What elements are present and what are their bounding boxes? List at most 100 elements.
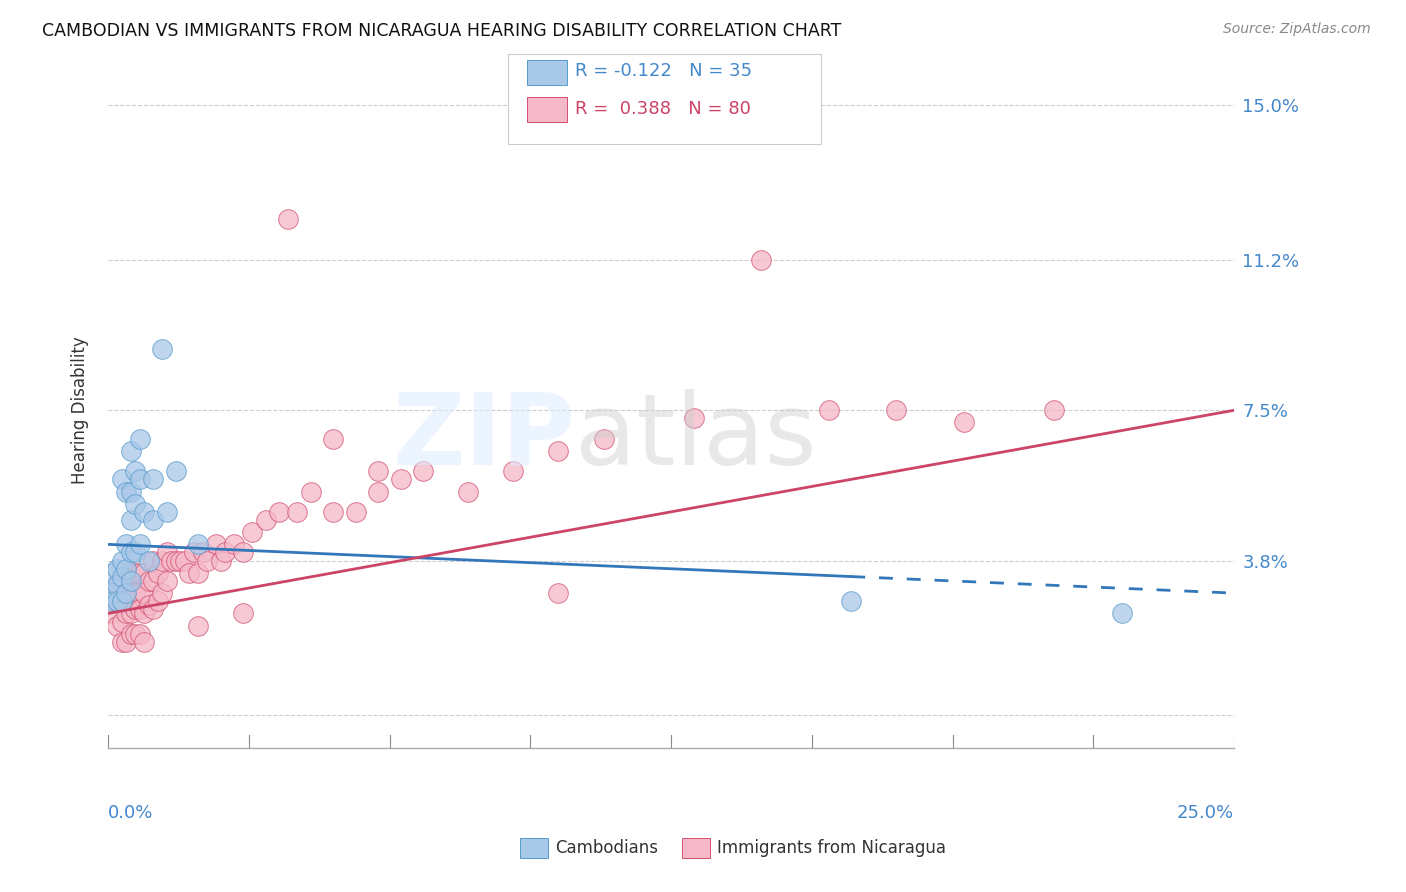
Point bbox=[165, 554, 187, 568]
Point bbox=[120, 484, 142, 499]
Point bbox=[592, 432, 614, 446]
Point bbox=[105, 594, 128, 608]
Point bbox=[817, 403, 839, 417]
Point bbox=[128, 627, 150, 641]
Point bbox=[132, 635, 155, 649]
Point bbox=[367, 484, 389, 499]
Point bbox=[173, 554, 195, 568]
Point bbox=[146, 566, 169, 580]
Point bbox=[224, 537, 246, 551]
Point bbox=[124, 497, 146, 511]
Point bbox=[502, 464, 524, 478]
Point bbox=[146, 594, 169, 608]
Text: R =  0.388   N = 80: R = 0.388 N = 80 bbox=[575, 100, 751, 118]
Point bbox=[101, 566, 124, 580]
Point bbox=[115, 566, 138, 580]
Point bbox=[457, 484, 479, 499]
Point bbox=[177, 566, 200, 580]
Point bbox=[155, 574, 177, 588]
Point bbox=[547, 443, 569, 458]
Point bbox=[142, 602, 165, 616]
Point bbox=[254, 513, 277, 527]
Point bbox=[344, 505, 367, 519]
Point bbox=[115, 586, 138, 600]
Point bbox=[150, 586, 173, 600]
Point bbox=[124, 627, 146, 641]
Point bbox=[953, 416, 976, 430]
Point bbox=[124, 586, 146, 600]
Point bbox=[105, 562, 128, 576]
Point bbox=[191, 545, 214, 559]
Point bbox=[165, 464, 187, 478]
Point bbox=[1111, 607, 1133, 621]
Point bbox=[209, 554, 232, 568]
Point bbox=[142, 554, 165, 568]
Point bbox=[120, 574, 142, 588]
Point bbox=[412, 464, 434, 478]
Point bbox=[124, 545, 146, 559]
Point bbox=[110, 594, 132, 608]
Point bbox=[101, 586, 124, 600]
Text: Immigrants from Nicaragua: Immigrants from Nicaragua bbox=[717, 839, 946, 857]
Point bbox=[322, 432, 344, 446]
Point bbox=[389, 472, 412, 486]
Point bbox=[128, 586, 150, 600]
Text: atlas: atlas bbox=[575, 389, 817, 486]
Text: ZIP: ZIP bbox=[392, 389, 575, 486]
Point bbox=[160, 554, 183, 568]
Point bbox=[115, 562, 138, 576]
Point bbox=[277, 212, 299, 227]
Point bbox=[105, 618, 128, 632]
Point bbox=[110, 570, 132, 584]
Point bbox=[128, 566, 150, 580]
Point bbox=[124, 464, 146, 478]
Point bbox=[547, 586, 569, 600]
Point bbox=[884, 403, 907, 417]
Point bbox=[132, 566, 155, 580]
Point bbox=[240, 525, 263, 540]
Point bbox=[120, 513, 142, 527]
Point bbox=[269, 505, 291, 519]
Point bbox=[142, 472, 165, 486]
Point bbox=[232, 545, 254, 559]
Point bbox=[115, 537, 138, 551]
Point bbox=[183, 545, 205, 559]
Point bbox=[749, 252, 772, 267]
Text: CAMBODIAN VS IMMIGRANTS FROM NICARAGUA HEARING DISABILITY CORRELATION CHART: CAMBODIAN VS IMMIGRANTS FROM NICARAGUA H… bbox=[42, 22, 842, 40]
Point bbox=[128, 432, 150, 446]
Text: Cambodians: Cambodians bbox=[555, 839, 658, 857]
Point bbox=[1043, 403, 1066, 417]
Point bbox=[105, 578, 128, 592]
Point bbox=[150, 343, 173, 357]
Point bbox=[120, 627, 142, 641]
Point bbox=[138, 599, 160, 613]
Text: R = -0.122   N = 35: R = -0.122 N = 35 bbox=[575, 62, 752, 80]
Point bbox=[682, 411, 704, 425]
Point bbox=[839, 594, 862, 608]
Point bbox=[132, 505, 155, 519]
Point bbox=[322, 505, 344, 519]
Point bbox=[142, 574, 165, 588]
Point bbox=[205, 537, 228, 551]
Point bbox=[124, 602, 146, 616]
Point bbox=[138, 574, 160, 588]
Point bbox=[214, 545, 236, 559]
Point bbox=[128, 472, 150, 486]
Point bbox=[128, 602, 150, 616]
Point bbox=[169, 554, 191, 568]
Point bbox=[101, 607, 124, 621]
Point bbox=[110, 615, 132, 629]
Point bbox=[132, 607, 155, 621]
Text: Source: ZipAtlas.com: Source: ZipAtlas.com bbox=[1223, 22, 1371, 37]
Point bbox=[285, 505, 308, 519]
Point bbox=[187, 537, 209, 551]
Point bbox=[132, 586, 155, 600]
Point bbox=[110, 472, 132, 486]
Point bbox=[155, 545, 177, 559]
Point bbox=[110, 635, 132, 649]
Point bbox=[232, 607, 254, 621]
Point bbox=[120, 443, 142, 458]
Text: 0.0%: 0.0% bbox=[108, 805, 153, 822]
Point bbox=[110, 594, 132, 608]
Y-axis label: Hearing Disability: Hearing Disability bbox=[72, 336, 89, 484]
